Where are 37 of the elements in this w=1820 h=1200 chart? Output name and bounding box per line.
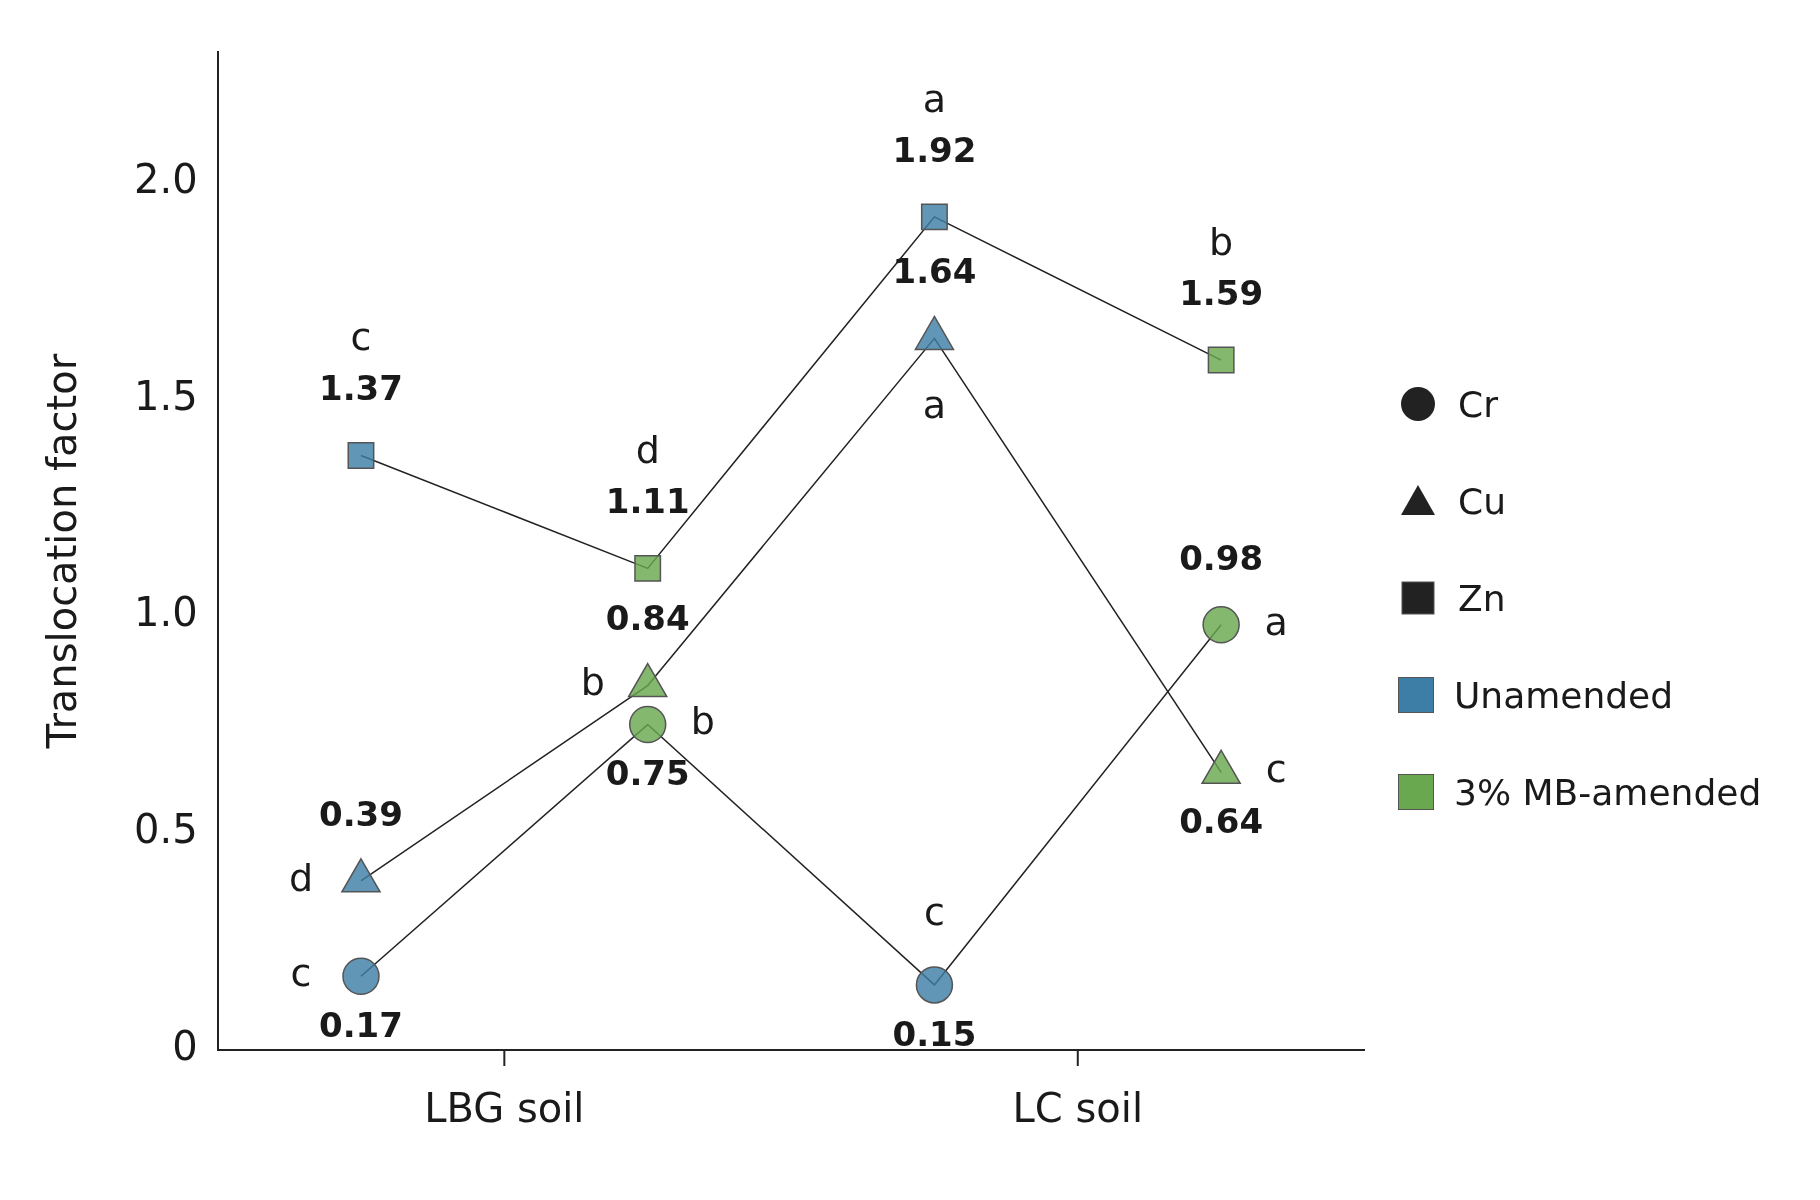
data-label: 0.84 xyxy=(605,598,690,639)
annotation: d xyxy=(635,428,660,473)
y-tick-label: 2.0 xyxy=(133,155,198,202)
legend-label: Unamended xyxy=(1454,674,1674,716)
data-label: 1.11 xyxy=(605,481,690,522)
annotation: a xyxy=(922,383,947,428)
legend-label: Cu xyxy=(1458,480,1506,522)
legend-label: Cr xyxy=(1458,383,1498,425)
annotation: c xyxy=(350,315,372,360)
y-tick-label: 0.5 xyxy=(133,806,198,853)
data-label: 0.39 xyxy=(319,793,403,834)
annotation: a xyxy=(922,76,947,121)
data-label: 1.64 xyxy=(892,251,977,292)
annotation: c xyxy=(1265,747,1287,792)
data-label: 1.59 xyxy=(1179,272,1264,313)
data-label: 0.75 xyxy=(605,753,690,794)
data-label: 1.92 xyxy=(892,129,977,170)
annotation: b xyxy=(1209,219,1234,264)
data-label: 0.15 xyxy=(892,1013,977,1054)
y-tick-label: 0 xyxy=(172,1023,198,1070)
annotation: b xyxy=(690,699,715,744)
annotation: d xyxy=(288,855,314,900)
text: LC soil xyxy=(1012,1085,1144,1132)
data-label: 0.98 xyxy=(1179,537,1264,578)
data-label: 0.17 xyxy=(319,1005,403,1046)
data-label: 0.64 xyxy=(1179,801,1264,842)
legend-label: 3% MB-amended xyxy=(1454,771,1762,813)
data-label: 1.37 xyxy=(319,368,403,409)
annotation: b xyxy=(580,660,605,705)
y-tick-label: 1.0 xyxy=(133,589,198,636)
annotation: c xyxy=(290,951,312,996)
annotation: c xyxy=(923,889,945,934)
annotation: a xyxy=(1264,599,1288,644)
y-axis-title: Translocation factor xyxy=(39,353,86,750)
legend-label: Zn xyxy=(1458,577,1506,619)
y-tick-label: 1.5 xyxy=(133,372,198,419)
text: LBG soil xyxy=(424,1085,585,1132)
